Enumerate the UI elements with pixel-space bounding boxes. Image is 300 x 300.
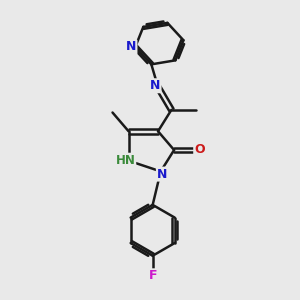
- Text: O: O: [194, 143, 205, 157]
- Text: N: N: [150, 79, 161, 92]
- Text: F: F: [148, 269, 157, 282]
- Text: N: N: [126, 40, 136, 53]
- Text: N: N: [157, 168, 167, 181]
- Text: HN: HN: [116, 154, 135, 167]
